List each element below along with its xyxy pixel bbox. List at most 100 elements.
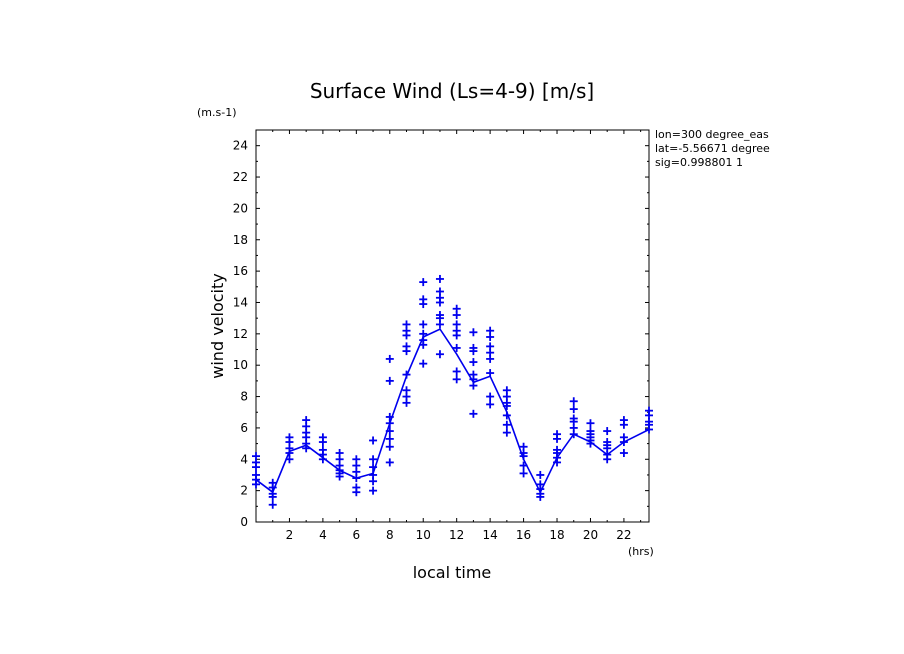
data-layer	[252, 274, 653, 509]
data-point	[435, 298, 444, 307]
data-point	[369, 463, 378, 472]
info-block: lon=300 degree_eas lat=-5.56671 degree s…	[655, 128, 770, 169]
data-point	[486, 400, 495, 409]
data-point	[435, 274, 444, 283]
y-tick-label: 0	[240, 515, 248, 529]
info-line-lon: lon=300 degree_eas	[655, 128, 769, 141]
x-tick-label: 16	[516, 528, 531, 542]
y-tick-label: 14	[233, 295, 248, 309]
data-point	[603, 427, 612, 436]
y-tick-label: 22	[233, 170, 248, 184]
data-point	[318, 438, 327, 447]
data-point	[586, 419, 595, 428]
y-tick-label: 4	[240, 452, 248, 466]
data-point	[452, 331, 461, 340]
y-tick-label: 20	[233, 201, 248, 215]
x-tick-label: 12	[449, 528, 464, 542]
y-tick-label: 10	[233, 358, 248, 372]
data-point	[502, 411, 511, 420]
x-tick-label: 10	[416, 528, 431, 542]
plot-frame	[255, 129, 650, 523]
data-point	[519, 452, 528, 461]
data-point	[302, 444, 311, 453]
data-point	[569, 397, 578, 406]
data-point	[452, 375, 461, 384]
x-unit-label: (hrs)	[628, 545, 654, 558]
data-point	[318, 455, 327, 464]
x-tick-label: 14	[482, 528, 497, 542]
data-point	[536, 492, 545, 501]
x-axis-label: local time	[413, 563, 492, 582]
data-point	[469, 358, 478, 367]
data-point	[419, 359, 428, 368]
y-tick-label: 8	[240, 390, 248, 404]
y-tick-label: 12	[233, 327, 248, 341]
x-tick-label: 20	[583, 528, 598, 542]
data-point	[369, 477, 378, 486]
data-point	[402, 370, 411, 379]
data-point	[502, 401, 511, 410]
y-tick-label: 6	[240, 421, 248, 435]
data-point	[385, 434, 394, 443]
y-unit-label: (m.s-1)	[197, 106, 237, 119]
data-point	[385, 458, 394, 467]
data-point	[352, 474, 361, 483]
x-tick-label: 8	[386, 528, 394, 542]
data-point	[569, 430, 578, 439]
data-point	[569, 405, 578, 414]
data-point	[452, 343, 461, 352]
data-point	[469, 347, 478, 356]
data-point	[502, 428, 511, 437]
data-point	[385, 376, 394, 385]
data-point	[586, 439, 595, 448]
data-point	[502, 420, 511, 429]
data-point	[435, 350, 444, 359]
data-point	[402, 398, 411, 407]
data-point	[285, 455, 294, 464]
y-tick-label: 2	[240, 484, 248, 498]
data-point	[536, 470, 545, 479]
data-point	[268, 500, 277, 509]
data-point	[469, 409, 478, 418]
data-point	[268, 492, 277, 501]
data-point	[419, 300, 428, 309]
data-point	[385, 419, 394, 428]
y-axis-label: wind velocity	[208, 273, 227, 378]
x-tick-label: 2	[286, 528, 294, 542]
data-point	[619, 438, 628, 447]
data-point	[519, 461, 528, 470]
data-point	[402, 347, 411, 356]
y-tick-label: 18	[233, 233, 248, 247]
data-point	[486, 354, 495, 363]
data-point	[369, 486, 378, 495]
data-point	[645, 425, 653, 434]
data-point	[419, 278, 428, 287]
chart-title: Surface Wind (Ls=4-9) [m/s]	[310, 79, 594, 103]
y-tick-label: 24	[233, 139, 248, 153]
mean-line	[255, 328, 650, 495]
x-tick-label: 6	[353, 528, 361, 542]
x-tick-label: 22	[616, 528, 631, 542]
data-point	[352, 488, 361, 497]
data-point	[419, 320, 428, 329]
data-point	[402, 331, 411, 340]
data-point	[369, 455, 378, 464]
data-point	[553, 458, 562, 467]
data-point	[619, 449, 628, 458]
data-point	[486, 392, 495, 401]
data-point	[486, 369, 495, 378]
data-point	[452, 311, 461, 320]
x-tick-label: 18	[549, 528, 564, 542]
data-point	[486, 332, 495, 341]
data-point	[519, 469, 528, 478]
data-point	[619, 420, 628, 429]
x-tick-label: 4	[319, 528, 327, 542]
data-point	[335, 472, 344, 481]
data-point	[435, 320, 444, 329]
data-point	[252, 463, 260, 472]
data-point	[385, 427, 394, 436]
y-tick-label: 16	[233, 264, 248, 278]
data-point	[469, 328, 478, 337]
